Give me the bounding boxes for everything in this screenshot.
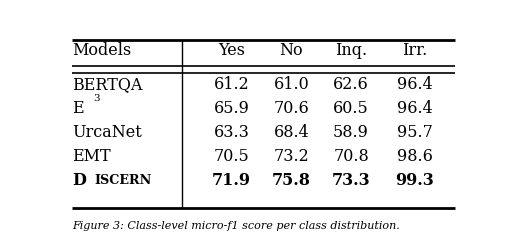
Text: 96.4: 96.4 — [397, 100, 433, 117]
Text: 95.7: 95.7 — [397, 124, 433, 141]
Text: 75.8: 75.8 — [272, 172, 311, 189]
Text: UrcaNet: UrcaNet — [72, 124, 142, 141]
Text: 98.6: 98.6 — [397, 148, 433, 165]
Text: Inq.: Inq. — [335, 42, 367, 60]
Text: 61.0: 61.0 — [273, 76, 309, 93]
Text: 99.3: 99.3 — [395, 172, 434, 189]
Text: Yes: Yes — [218, 42, 245, 60]
Text: BERTQA: BERTQA — [72, 76, 142, 93]
Text: Figure 3: Class-level micro-f1 score per class distribution.: Figure 3: Class-level micro-f1 score per… — [72, 221, 400, 231]
Text: 65.9: 65.9 — [214, 100, 249, 117]
Text: 62.6: 62.6 — [333, 76, 369, 93]
Text: 60.5: 60.5 — [333, 100, 369, 117]
Text: 61.2: 61.2 — [214, 76, 249, 93]
Text: 70.6: 70.6 — [273, 100, 309, 117]
Text: Models: Models — [72, 42, 132, 60]
Text: E: E — [72, 100, 84, 117]
Text: 73.2: 73.2 — [273, 148, 309, 165]
Text: EMT: EMT — [72, 148, 111, 165]
Text: 73.3: 73.3 — [332, 172, 371, 189]
Text: 68.4: 68.4 — [273, 124, 309, 141]
Text: 58.9: 58.9 — [333, 124, 369, 141]
Text: 70.5: 70.5 — [214, 148, 249, 165]
Text: Irr.: Irr. — [402, 42, 428, 60]
Text: 96.4: 96.4 — [397, 76, 433, 93]
Text: 71.9: 71.9 — [212, 172, 251, 189]
Text: D: D — [72, 172, 86, 189]
Text: ISCERN: ISCERN — [94, 174, 152, 187]
Text: No: No — [280, 42, 303, 60]
Text: 70.8: 70.8 — [333, 148, 369, 165]
Text: 3: 3 — [93, 94, 100, 103]
Text: 63.3: 63.3 — [214, 124, 249, 141]
